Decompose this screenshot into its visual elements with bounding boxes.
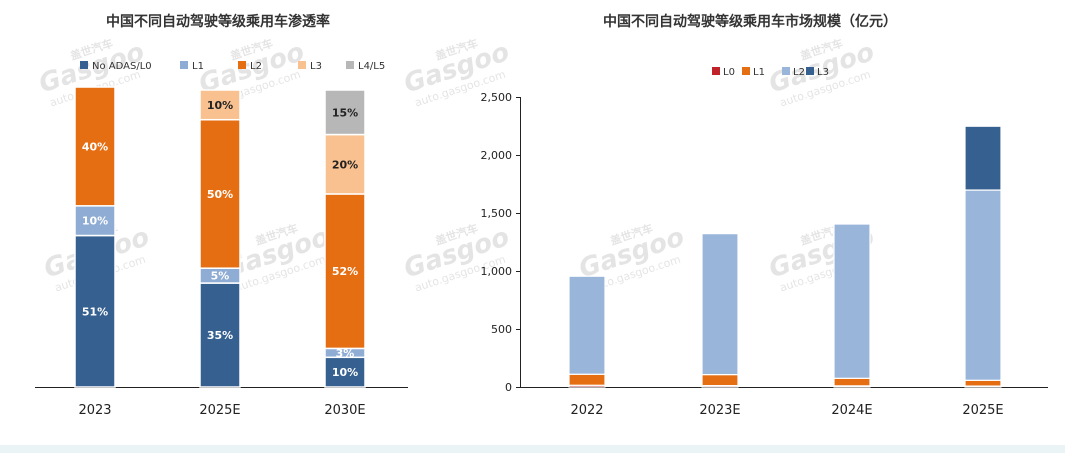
data-label: 20% (332, 158, 358, 171)
legend-label: L2 (793, 67, 805, 78)
data-label: 10% (82, 215, 108, 228)
x-tick-label: 2030E (324, 403, 365, 418)
chart-market-size: 中国不同自动驾驶等级乘用车市场规模（亿元） L0 L1 L2 L3 0 500 1,000 1,… (481, 13, 1048, 418)
bar-segment (701, 373, 739, 387)
legend-label: No ADAS/L0 (92, 61, 152, 72)
bar-segment (199, 89, 241, 121)
x-tick-label: 2024E (831, 403, 872, 418)
chart-title: 中国不同自动驾驶等级乘用车市场规模（亿元） (603, 13, 897, 30)
bar-segment (568, 373, 606, 386)
data-label: 40% (82, 140, 108, 153)
footer-strip (0, 445, 1065, 453)
data-label: 15% (332, 106, 358, 119)
legend-label: L4/L5 (358, 61, 385, 72)
x-tick-label: 2025E (962, 403, 1003, 418)
legend-label: L1 (192, 61, 204, 72)
bar-segment (833, 377, 871, 387)
bar-segment (74, 234, 116, 388)
data-label: 35% (207, 329, 233, 342)
legend-label: L3 (310, 61, 322, 72)
chart-penetration: 中国不同自动驾驶等级乘用车渗透率 No ADAS/L0 L1 L2 L3 L4/L5 51%… (35, 13, 408, 418)
x-tick-label: 2023E (699, 403, 740, 418)
legend-swatch (180, 61, 188, 69)
legend-swatch (712, 67, 720, 75)
x-tick-label: 2025E (199, 403, 240, 418)
bar-segment (199, 118, 241, 269)
bar-segment (833, 223, 871, 379)
legend-label: L1 (753, 67, 765, 78)
bar-segment (324, 356, 366, 388)
bar-segment (324, 133, 366, 195)
bar-segment (701, 233, 739, 376)
legend-label: L0 (723, 67, 735, 78)
legend-swatch (346, 61, 354, 69)
chart-title: 中国不同自动驾驶等级乘用车渗透率 (106, 13, 330, 30)
data-label: 50% (207, 188, 233, 201)
bar-segment (324, 89, 366, 136)
legend-swatch (742, 67, 750, 75)
legend-swatch (80, 61, 88, 69)
data-label: 10% (207, 99, 233, 112)
bar-segment (74, 205, 116, 237)
legend-swatch (238, 61, 246, 69)
data-label: 3% (336, 347, 355, 360)
data-label: 51% (82, 305, 108, 318)
bar-segment (964, 189, 1002, 381)
y-tick-label: 500 (491, 323, 512, 336)
y-tick-label: 1,000 (481, 265, 513, 278)
data-label: 5% (211, 270, 230, 283)
bar-segment (964, 125, 1002, 191)
y-tick-label: 2,500 (481, 91, 513, 104)
legend-label: L2 (250, 61, 262, 72)
legend-swatch (782, 67, 790, 75)
legend-label: L3 (817, 67, 829, 78)
bar-segment (568, 275, 606, 375)
data-label: 10% (332, 366, 358, 379)
bar-segment (324, 193, 366, 350)
legend-swatch (806, 67, 814, 75)
bar-segment (964, 379, 1002, 387)
legend-swatch (298, 61, 306, 69)
bar-segment (74, 86, 116, 207)
y-tick-label: 0 (505, 381, 512, 394)
y-tick-label: 2,000 (481, 149, 513, 162)
x-tick-label: 2022 (570, 403, 603, 418)
x-tick-label: 2023 (78, 403, 111, 418)
y-tick-label: 1,500 (481, 207, 513, 220)
data-label: 52% (332, 265, 358, 278)
bar-segment (199, 282, 241, 388)
